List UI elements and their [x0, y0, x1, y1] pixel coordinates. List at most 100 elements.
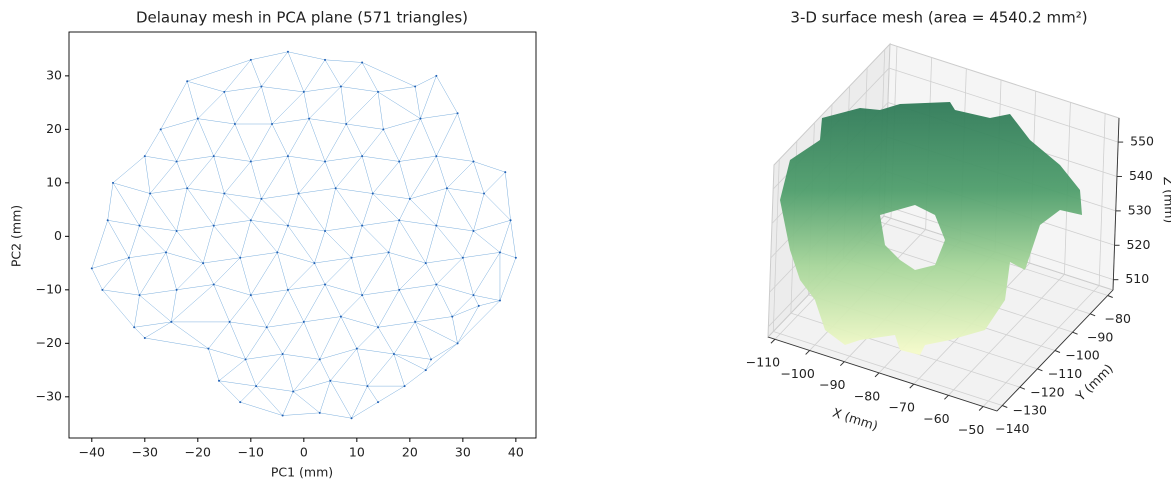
mesh-point: [318, 411, 321, 414]
mesh-edge: [319, 359, 331, 381]
mesh-edge: [377, 91, 384, 130]
mesh-edge: [462, 257, 474, 296]
mesh-edge: [171, 284, 214, 323]
mesh-edge: [335, 188, 363, 226]
mesh-edge: [452, 295, 474, 317]
mesh-edge: [261, 193, 299, 200]
mesh-point: [186, 187, 189, 190]
mesh-edge: [250, 252, 278, 296]
mesh-point: [382, 128, 385, 131]
mesh-edge: [250, 161, 262, 199]
mesh-point: [143, 155, 146, 158]
mesh-point: [339, 85, 342, 88]
mesh-edge: [271, 91, 305, 125]
mesh-edge: [203, 257, 241, 264]
mesh-edge: [340, 295, 363, 317]
x-tick-label: 30: [455, 445, 471, 460]
mesh-edge: [255, 353, 283, 387]
mesh-edge: [218, 380, 241, 403]
mesh-edge: [277, 252, 289, 290]
mesh-edge: [308, 86, 342, 119]
mesh-point: [398, 288, 401, 291]
mesh-point: [106, 219, 109, 222]
mesh-point: [435, 283, 438, 286]
mesh-point: [101, 288, 104, 291]
mesh-point: [212, 224, 215, 227]
mesh-edge: [340, 86, 347, 125]
mesh-edge: [282, 391, 294, 416]
mesh-point: [435, 155, 438, 158]
x-tick: [770, 338, 776, 344]
mesh-edge: [462, 230, 474, 258]
mesh-edge: [324, 59, 342, 87]
y-tick-label: −20: [36, 335, 62, 350]
mesh-edge: [149, 161, 177, 194]
mesh-edge: [208, 321, 230, 349]
x-tick-label: −30: [132, 445, 158, 460]
mesh-point: [366, 385, 369, 388]
mesh-point: [472, 160, 475, 163]
mesh-point: [424, 262, 427, 265]
mesh-edge: [409, 155, 437, 200]
mesh-edge: [425, 225, 437, 264]
mesh-edge: [436, 155, 474, 162]
y-tick: [1107, 295, 1113, 298]
mesh-edge: [150, 187, 188, 194]
mesh-edge: [361, 129, 384, 157]
mesh-point: [398, 160, 401, 163]
mesh-point: [127, 256, 130, 259]
mesh-edge: [436, 284, 453, 317]
mesh-edge: [346, 123, 363, 157]
mesh-edge: [176, 155, 214, 162]
mesh-point: [361, 155, 364, 158]
mesh-point: [138, 294, 141, 297]
mesh-edge: [415, 75, 437, 87]
mesh-edge: [457, 300, 501, 344]
mesh-edge: [139, 289, 177, 296]
mesh-point: [339, 315, 342, 318]
y-tick-label: −100: [1065, 348, 1099, 363]
z-tick-label: 550: [1130, 134, 1154, 149]
z-tick-label: 520: [1127, 237, 1151, 252]
mesh-edge: [446, 187, 485, 194]
mesh-point: [175, 288, 178, 291]
mesh-edge: [383, 118, 421, 130]
mesh-point: [202, 262, 205, 265]
mesh-edge: [165, 252, 204, 264]
mesh-point: [324, 160, 327, 163]
mesh-point: [143, 336, 146, 339]
mesh-edge: [287, 156, 299, 194]
z-tick-label: 540: [1129, 168, 1153, 183]
mesh-edge: [399, 118, 421, 162]
mesh-edge: [351, 386, 368, 419]
mesh-point: [377, 90, 380, 93]
mesh-edge: [282, 412, 320, 416]
mesh-edge: [256, 385, 294, 392]
mesh-edge: [303, 284, 326, 323]
mesh-edge: [340, 62, 363, 87]
mesh-point: [398, 219, 401, 222]
mesh-edge: [425, 257, 463, 264]
mesh-point: [186, 80, 189, 83]
right-axes: −110−100−90−80−70−60−50 −140−130−120−110−…: [746, 42, 1154, 437]
y-tick: [1054, 350, 1061, 353]
mesh-edge: [415, 316, 453, 323]
mesh-edge: [218, 359, 246, 381]
mesh-point: [313, 262, 316, 265]
mesh-edge: [361, 295, 379, 328]
mesh-point: [265, 326, 268, 329]
mesh-edge: [234, 123, 252, 162]
mesh-edge: [378, 86, 416, 93]
mesh-point: [271, 123, 274, 126]
mesh-edge: [165, 252, 177, 290]
mesh-edge: [372, 193, 410, 200]
mesh-edge: [186, 81, 199, 119]
mesh-edge: [213, 284, 230, 323]
mesh-edge: [187, 187, 225, 194]
y-tick-label: −10: [36, 281, 62, 296]
x-tick-label: 10: [349, 445, 365, 460]
y-tick: [1089, 313, 1096, 317]
mesh-edge: [399, 220, 437, 226]
mesh-edge: [266, 289, 289, 328]
mesh-edge: [266, 327, 283, 355]
